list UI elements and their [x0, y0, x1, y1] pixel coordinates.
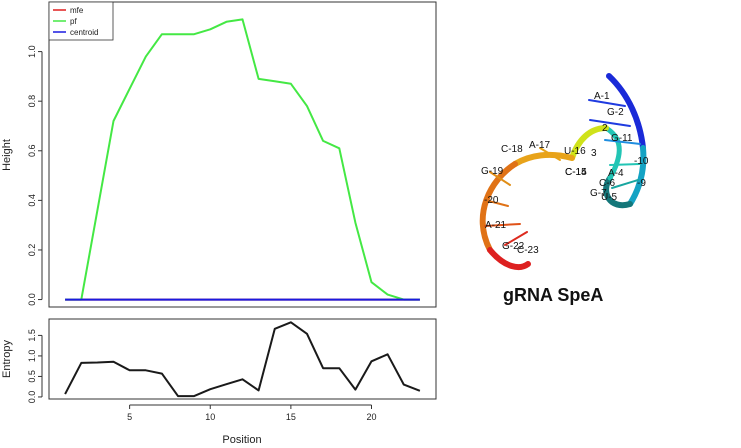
- height-y-axis: 0.0 0.2 0.4 0.6 0.8 1.0: [27, 45, 43, 306]
- rna-base-stick: [604, 139, 641, 145]
- nucleotide-label: -9: [637, 178, 646, 189]
- rna-backbone-segment: [603, 125, 622, 181]
- x-tick-label: 20: [366, 412, 376, 422]
- rna-backbone-segment: [606, 73, 646, 151]
- nucleotide-label: G-2: [607, 107, 624, 118]
- y-tick-label: 1.0: [27, 45, 37, 58]
- nucleotide-label: -10: [634, 156, 649, 167]
- nucleotide-label: 2: [602, 123, 608, 134]
- rna-backbone-segment: [512, 151, 575, 167]
- rna-base-stick: [484, 223, 521, 227]
- entropy-x-axis-label: Position: [222, 434, 261, 446]
- rna-backbone-segment: [603, 175, 633, 209]
- rna-base-stick: [539, 147, 561, 161]
- rna-base-stick: [489, 171, 511, 186]
- x-tick-label: 5: [127, 412, 132, 422]
- nucleotide-label: U-5: [601, 192, 618, 203]
- nucleotide-label: 3: [591, 148, 597, 159]
- y-tick-label: 0.5: [27, 370, 37, 383]
- x-tick-label: 15: [286, 412, 296, 422]
- nucleotide-label: A-1: [594, 91, 610, 102]
- nucleotide-label: U-16: [564, 146, 586, 157]
- rna-3d-structure-image: A-1 G-2 2 G-11 -10 C-18 A-17 U-16 3 C-15…: [479, 73, 649, 270]
- y-tick-label: 1.5: [27, 329, 37, 342]
- legend-box: [48, 1, 114, 41]
- rna-backbone-segment: [487, 247, 531, 270]
- legend-label-pf: pf: [70, 17, 77, 26]
- legend-label-mfe: mfe: [70, 6, 84, 15]
- nucleotide-label: A-17: [529, 140, 551, 151]
- rna-base-stick: [589, 119, 631, 127]
- entropy-plot-frame: [48, 318, 437, 400]
- height-y-axis-label: Height: [1, 139, 13, 171]
- entropy-chart: 0.0 0.5 1.0 1.5 5 10 15 20 Entropy Position: [1, 318, 437, 446]
- nucleotide-label: -20: [484, 195, 499, 206]
- rna-backbone-segment: [569, 125, 609, 161]
- entropy-x-axis: 5 10 15 20: [127, 404, 377, 422]
- figure-caption: gRNA SpeA: [503, 285, 604, 305]
- nucleotide-label: G-19: [481, 166, 504, 177]
- series-line-pf: [65, 18, 420, 301]
- nucleotide-label: C-15: [565, 167, 587, 178]
- y-tick-label: 1.0: [27, 350, 37, 363]
- x-tick-label: 10: [205, 412, 215, 422]
- rna-base-stick: [611, 179, 639, 189]
- y-tick-label: 0.8: [27, 95, 37, 108]
- y-tick-label: 0.0: [27, 293, 37, 306]
- rna-base-stick: [588, 99, 626, 107]
- y-tick-label: 0.0: [27, 391, 37, 404]
- nucleotide-label: G-11: [611, 133, 633, 144]
- rna-base-stick: [609, 163, 641, 166]
- nucleotide-label: C-14: [565, 167, 587, 178]
- y-tick-label: 0.4: [27, 194, 37, 207]
- rna-base-stick: [504, 231, 528, 246]
- height-legend: mfe pf centroid: [48, 1, 114, 41]
- entropy-series-lines: [64, 321, 421, 398]
- y-tick-label: 0.6: [27, 145, 37, 158]
- height-series-lines: [65, 18, 420, 301]
- nucleotide-label: G-22: [502, 241, 525, 252]
- nucleotide-label: C-6: [599, 178, 616, 189]
- y-tick-label: 0.2: [27, 244, 37, 257]
- nucleotide-label: G-7: [590, 188, 607, 199]
- height-chart: 0.0 0.2 0.4 0.6 0.8 1.0 Height mfe pf centroi…: [1, 1, 437, 308]
- rna-base-stick: [484, 199, 509, 207]
- height-plot-frame: [48, 1, 437, 308]
- entropy-y-axis-label: Entropy: [1, 340, 13, 378]
- nucleotide-label: A-21: [485, 220, 507, 231]
- series-line-series-0: [64, 321, 421, 398]
- nucleotide-label: A-4: [608, 168, 624, 179]
- legend-label-centroid: centroid: [70, 28, 98, 37]
- nucleotide-label: C-18: [501, 144, 523, 155]
- nucleotide-label: C-23: [517, 245, 539, 256]
- rna-backbone-segment: [627, 145, 647, 207]
- entropy-y-axis: 0.0 0.5 1.0 1.5: [27, 329, 43, 404]
